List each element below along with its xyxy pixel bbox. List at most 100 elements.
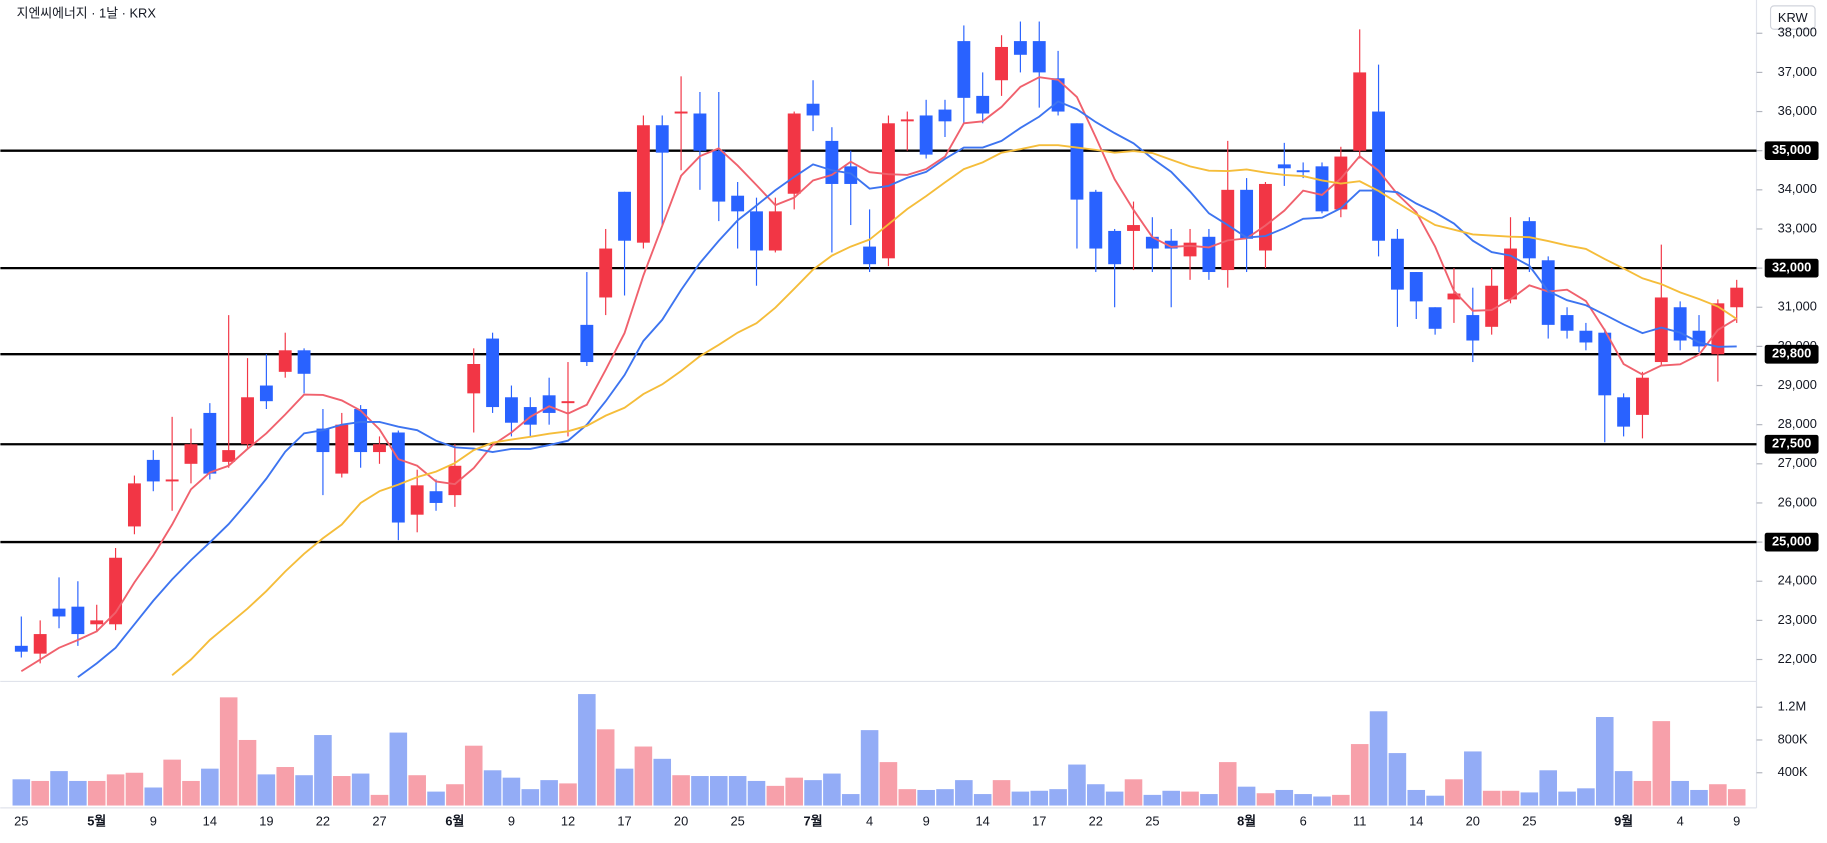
volume-bar <box>370 794 389 806</box>
y-tick-label: 36,000 <box>1778 103 1817 118</box>
candle-body <box>203 412 217 474</box>
volume-bar <box>31 780 49 806</box>
candle-body <box>1522 221 1536 259</box>
x-tick-label: 6월 <box>445 813 464 828</box>
y-tick-label: 27,000 <box>1778 455 1817 470</box>
candle-body <box>844 166 858 184</box>
volume-bar <box>804 780 822 806</box>
candle-body <box>1541 260 1555 325</box>
volume-bar <box>785 777 803 806</box>
candle-body <box>14 645 28 652</box>
y-tick-label: 33,000 <box>1778 220 1817 235</box>
y-tick-label: 29,000 <box>1778 377 1817 392</box>
candle-body <box>938 109 952 122</box>
volume-bar <box>1633 780 1652 806</box>
x-tick-label: 14 <box>1409 813 1423 828</box>
level-label-box <box>1764 532 1819 552</box>
candle-body <box>391 432 405 523</box>
level-label-box <box>1764 344 1819 364</box>
y-tick-label: 24,000 <box>1778 573 1817 588</box>
volume-bar <box>559 783 577 806</box>
volume-bar <box>634 746 653 806</box>
x-tick-label: 22 <box>316 813 330 828</box>
x-tick-label: 9월 <box>1614 813 1633 828</box>
candle-body <box>1636 377 1649 415</box>
volume-bar <box>1200 794 1218 806</box>
candle-body <box>636 125 650 243</box>
volume-bar <box>1030 790 1049 806</box>
volume-bar <box>879 762 898 806</box>
volume-bar <box>1294 794 1312 806</box>
volume-bar <box>1143 794 1162 806</box>
x-tick-label: 17 <box>1032 813 1046 828</box>
y-tick-label: 34,000 <box>1778 181 1817 196</box>
x-tick-label: 7월 <box>804 813 823 828</box>
x-tick-label: 25 <box>730 813 744 828</box>
volume-bar <box>1105 791 1124 806</box>
candle-body <box>1296 170 1310 173</box>
candle-body <box>127 483 141 527</box>
candle-body <box>1183 242 1197 257</box>
candle-body <box>731 195 745 212</box>
candle-body <box>467 364 481 394</box>
candle-body <box>1240 189 1254 239</box>
volume-bar <box>1539 770 1557 806</box>
x-tick-label: 4 <box>1677 813 1684 828</box>
volume-bar <box>1595 717 1614 806</box>
volume-bar <box>1162 790 1180 806</box>
volume-bar <box>521 789 540 806</box>
currency[interactable]: KRW <box>1778 10 1809 25</box>
volume-bar <box>257 774 276 806</box>
candle-body <box>806 103 820 116</box>
volume-bar <box>823 773 841 806</box>
candle-body <box>1089 191 1103 249</box>
candle-body <box>71 606 85 635</box>
candle-body <box>1032 41 1046 73</box>
candle-body <box>976 95 990 114</box>
candle-body <box>373 444 386 453</box>
volume-bar <box>1614 771 1633 806</box>
volume-bar <box>1671 780 1689 806</box>
candle-body <box>1353 72 1367 151</box>
volume-bar <box>1709 784 1727 806</box>
volume-bar <box>333 776 351 806</box>
level-label-box <box>1764 258 1819 278</box>
candle-body <box>222 450 236 462</box>
volume-bar <box>408 775 426 806</box>
volume-bar <box>1445 779 1463 806</box>
candle-body <box>618 191 631 241</box>
y-tick-label: 37,000 <box>1778 64 1817 79</box>
candle-body <box>1259 183 1272 251</box>
candle-body <box>354 409 368 453</box>
volume-bar <box>596 729 615 806</box>
volume-bar <box>106 774 125 806</box>
candle-body <box>1711 303 1725 355</box>
currency-box[interactable] <box>1769 5 1816 30</box>
y-tick-label: 26,000 <box>1778 494 1817 509</box>
candle-body <box>674 111 688 114</box>
x-tick-label: 14 <box>976 813 990 828</box>
y-tick-label: 23,000 <box>1778 612 1817 627</box>
volume-bar <box>1558 791 1576 806</box>
volume-bar <box>50 771 68 806</box>
candle-body <box>1504 248 1517 300</box>
volume-bar <box>1332 794 1350 806</box>
level-label: 29,800 <box>1772 346 1811 361</box>
volume-bar <box>276 767 295 806</box>
volume-bar <box>973 794 992 806</box>
volume-bar <box>238 739 257 806</box>
candle-body <box>1221 189 1235 271</box>
candle-body <box>1409 272 1423 302</box>
candle-body <box>1560 315 1574 331</box>
volume-bar <box>1388 753 1407 806</box>
x-tick-label: 9 <box>1733 813 1740 828</box>
x-tick-label: 9 <box>150 813 157 828</box>
candle-body <box>448 465 462 496</box>
candle-body <box>1447 293 1461 300</box>
candle-body <box>1013 41 1027 55</box>
volume-bar <box>1407 789 1426 806</box>
y-tick-label: 22,000 <box>1778 651 1817 666</box>
y-tick-label: 31,000 <box>1778 299 1817 314</box>
volume-bar <box>314 735 332 806</box>
